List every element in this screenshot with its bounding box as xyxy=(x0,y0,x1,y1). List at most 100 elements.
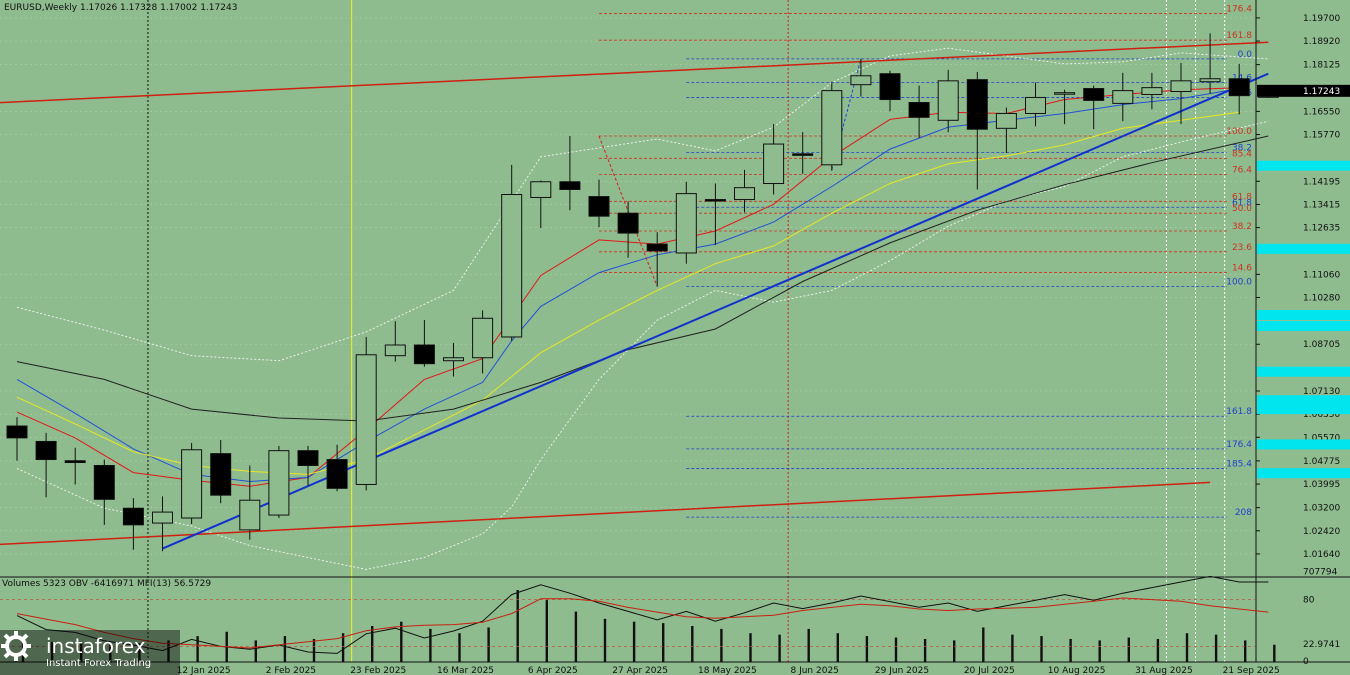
date-tick-label: 18 May 2025 xyxy=(698,666,757,675)
logo-name: instaforex xyxy=(46,634,146,658)
price-tick-label: 1.10280 xyxy=(1303,293,1340,303)
fib-level-label: 85.4 xyxy=(1232,149,1252,159)
price-marker-cyan xyxy=(1257,439,1350,450)
date-tick-label: 16 Mar 2025 xyxy=(437,666,494,675)
time-axis-layer: 12 Jan 2025 2 Feb 2025 23 Feb 2025 16 Mar 2… xyxy=(177,666,1280,675)
bollinger-band-line xyxy=(16,120,1269,570)
candle-body xyxy=(937,80,959,121)
candle-body xyxy=(1199,78,1221,83)
price-tick-label: 1.06350 xyxy=(1303,410,1340,420)
trendline xyxy=(0,481,1211,546)
indicator-header: Volumes 5323 OBV -6416971 MFI(13) 56.572… xyxy=(2,579,211,589)
candle-body xyxy=(1170,80,1192,93)
date-tick-label: 31 Aug 2025 xyxy=(1135,666,1193,675)
candle-body xyxy=(64,460,86,464)
candle-body xyxy=(966,79,988,130)
price-marker-cyan xyxy=(1257,310,1350,321)
logo-gear-icon xyxy=(1,631,31,661)
price-marker-cyan xyxy=(1257,320,1350,331)
fib-level-label: 14.6 xyxy=(1232,264,1252,274)
price-tick-label: 1.07130 xyxy=(1303,387,1340,397)
date-tick-label: 21 Sep 2025 xyxy=(1223,666,1280,675)
fib-level-label: 23.6 xyxy=(1232,243,1252,253)
candle-body xyxy=(35,440,57,461)
candle-body xyxy=(995,112,1017,129)
price-tick-label: 1.02420 xyxy=(1303,527,1340,537)
candle-body xyxy=(268,450,290,516)
price-tick-label: 1.12635 xyxy=(1303,224,1340,234)
candle-body xyxy=(152,511,173,524)
date-tick-label: 23 Feb 2025 xyxy=(350,666,406,675)
price-tick-label: 1.14195 xyxy=(1303,177,1340,187)
instaforex-logo: instaforex Instant Forex Trading xyxy=(0,630,180,675)
candle-body xyxy=(472,317,494,359)
price-tick-label: 1.19700 xyxy=(1303,14,1340,24)
candle-body xyxy=(122,507,144,526)
candle-body xyxy=(559,181,581,190)
price-tick-label: 1.11060 xyxy=(1303,270,1340,280)
fib-level-label: 185.4 xyxy=(1226,459,1252,469)
symbol-header: EURUSD,Weekly 1.17026 1.17328 1.17002 1.… xyxy=(4,3,237,13)
bollinger-band-line xyxy=(16,47,1269,362)
candle-body xyxy=(413,344,435,365)
candle-body xyxy=(850,75,872,86)
bollinger-layer xyxy=(16,47,1269,570)
trendline xyxy=(0,41,1269,104)
fib-level-label: 176.4 xyxy=(1226,440,1252,450)
price-tick-label: 1.04775 xyxy=(1303,457,1340,467)
date-tick-label: 6 Apr 2025 xyxy=(528,666,578,675)
candle-body xyxy=(384,344,406,357)
fib-level-label: 38.2 xyxy=(1232,144,1252,154)
candle-body xyxy=(297,450,319,466)
price-tick-label: 1.03995 xyxy=(1303,480,1340,490)
mfi-line xyxy=(16,597,1269,649)
candle-body xyxy=(908,101,930,118)
candle-body xyxy=(734,187,755,201)
candle-body xyxy=(1112,90,1134,104)
candle-body xyxy=(210,453,232,496)
fib-level-label: 100.0 xyxy=(1226,278,1252,288)
candle-body xyxy=(181,449,203,519)
price-tick-label: 1.15770 xyxy=(1303,131,1340,141)
candle-body xyxy=(501,194,523,338)
fib-level-label: 161.8 xyxy=(1226,407,1252,417)
candles-layer xyxy=(6,33,1279,552)
candle-body xyxy=(1083,88,1105,101)
candle-body xyxy=(1025,96,1046,114)
price-marker-cyan xyxy=(1257,395,1350,406)
current-price-box xyxy=(1257,84,1350,97)
date-tick-label: 8 Jun 2025 xyxy=(790,666,838,675)
candle-body xyxy=(355,354,377,485)
indicator-tick-label: 0 xyxy=(1303,657,1309,667)
vertical-markers-layer xyxy=(147,0,1226,662)
fib-level-label: 38.2 xyxy=(1232,222,1252,232)
candle-body xyxy=(6,425,28,439)
logo-tagline: Instant Forex Trading xyxy=(46,658,152,669)
indicator-tick-label: 80 xyxy=(1303,596,1315,606)
candle-body xyxy=(821,90,843,166)
indicator-tick-label: 22.9741 xyxy=(1303,640,1340,650)
date-tick-label: 20 Jul 2025 xyxy=(964,666,1015,675)
fib-level-label: 161.8 xyxy=(1226,31,1252,41)
candle-body xyxy=(1141,87,1163,95)
price-marker-cyan xyxy=(1257,160,1350,171)
date-tick-label: 27 Apr 2025 xyxy=(612,666,668,675)
price-tick-label: 1.03200 xyxy=(1303,504,1340,514)
date-tick-label: 29 Jun 2025 xyxy=(875,666,929,675)
current-price-label: 1.17243 xyxy=(1303,87,1340,97)
price-marker-cyan xyxy=(1257,243,1350,254)
candle-body xyxy=(763,143,785,185)
fib-level-label: 76.4 xyxy=(1232,166,1252,176)
price-marker-cyan xyxy=(1257,468,1350,479)
candle-body xyxy=(93,464,115,500)
price-tick-label: 1.05570 xyxy=(1303,433,1340,443)
price-tick-label: 1.16550 xyxy=(1303,107,1340,117)
candle-body xyxy=(588,196,610,217)
candle-body xyxy=(704,199,726,202)
date-tick-label: 10 Aug 2025 xyxy=(1048,666,1106,675)
candle-body xyxy=(879,73,901,101)
